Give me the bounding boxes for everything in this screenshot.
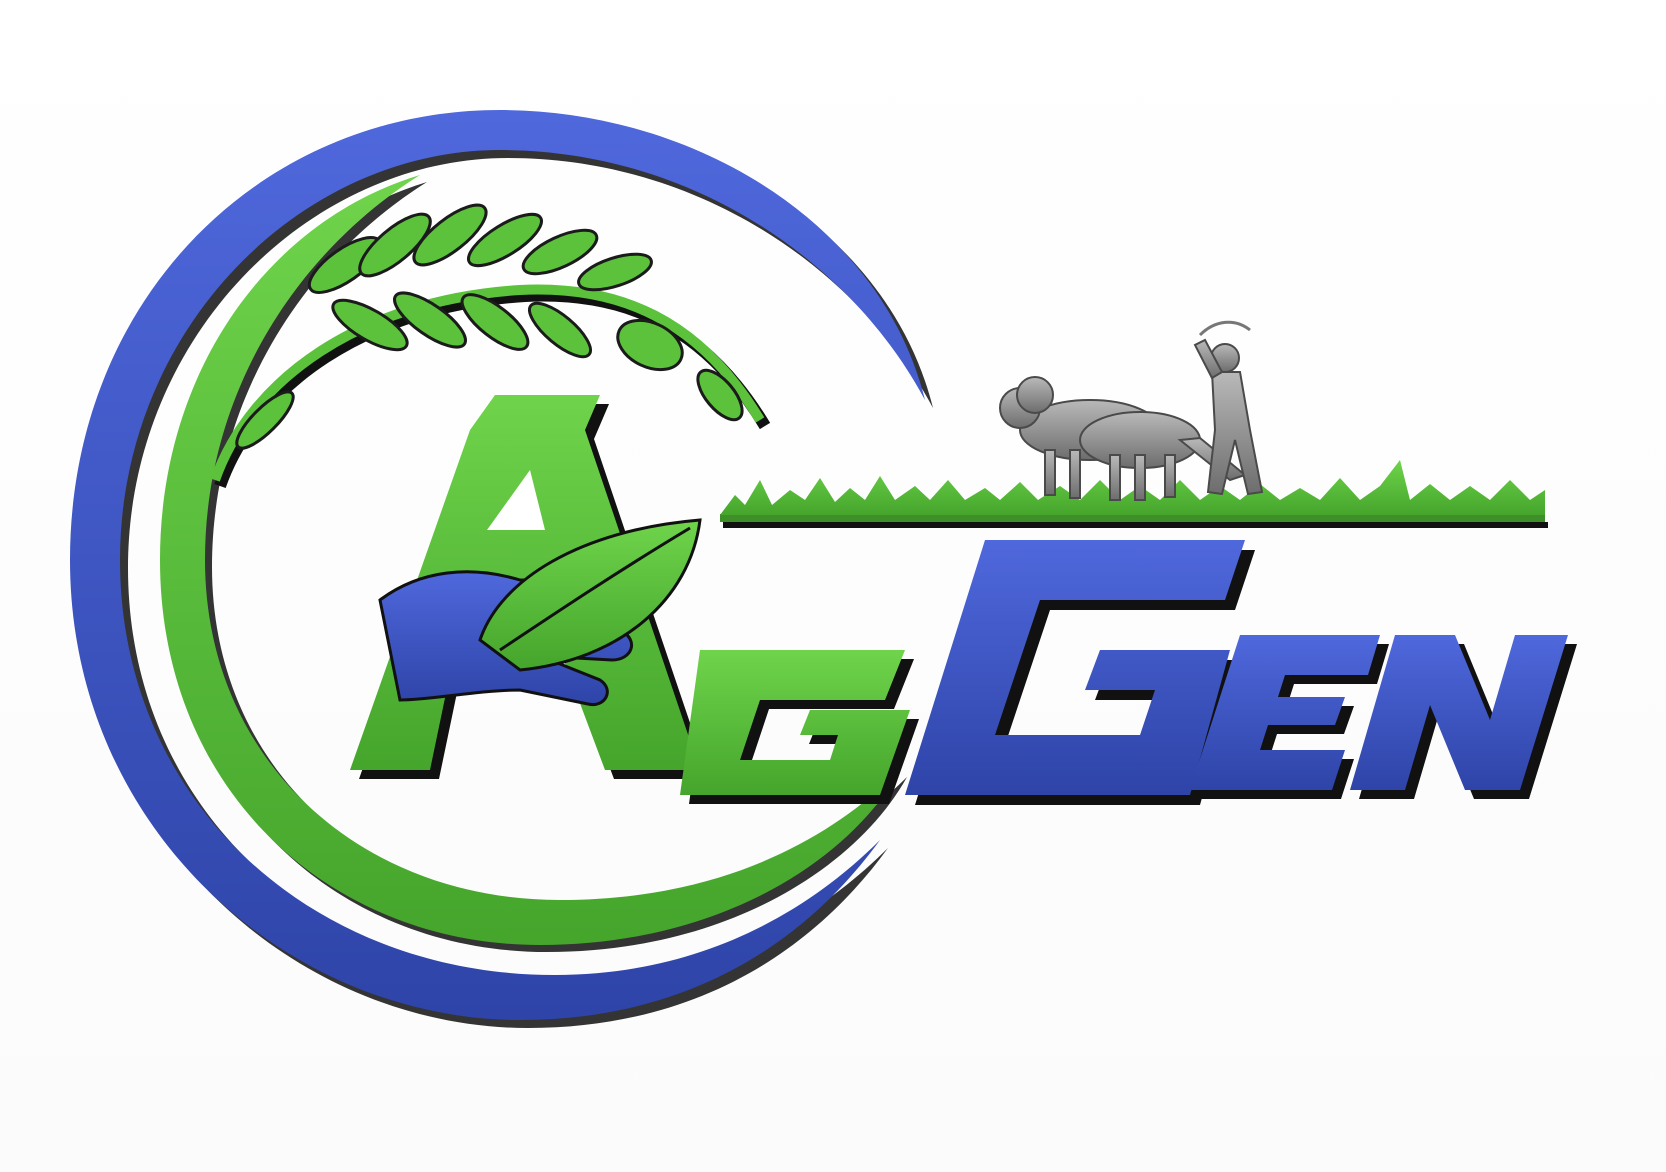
- letter-g-small-icon: [680, 650, 919, 804]
- letters-en-icon: [1190, 635, 1577, 799]
- leaf-icon: [478, 518, 702, 672]
- wheat-ear-icon: [210, 203, 771, 488]
- letter-g-large-icon: [905, 540, 1255, 805]
- plowing-farmer-icon: [999, 320, 1264, 501]
- letter-a-icon: [350, 395, 709, 779]
- grass-field-icon: [720, 460, 1548, 528]
